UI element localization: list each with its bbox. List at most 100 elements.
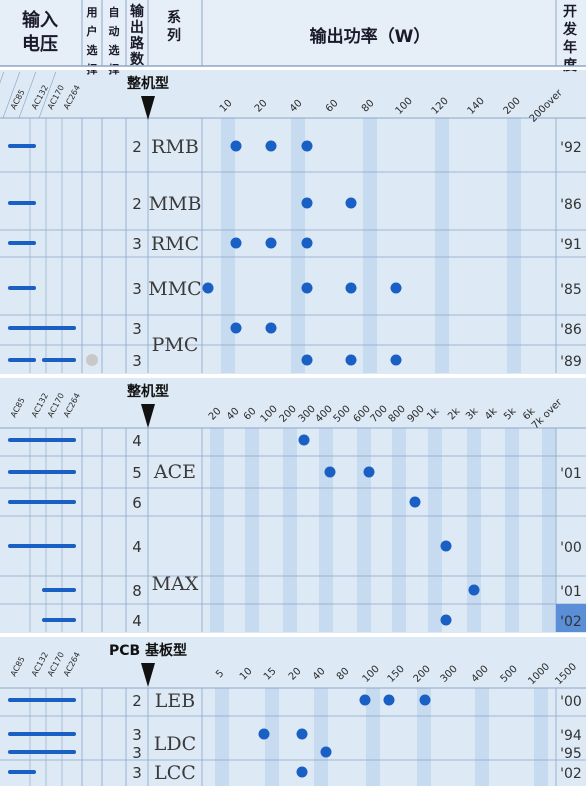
header-series-char: 列 — [167, 27, 181, 44]
header-outputs-char: 路 — [130, 35, 145, 52]
row-outputs: 3 — [132, 764, 142, 782]
series-label: LEB — [155, 690, 195, 712]
header-auto-select-char: 自 — [109, 5, 120, 19]
power-point — [301, 237, 313, 249]
year-highlight — [556, 604, 586, 632]
voltage-range-bar — [8, 438, 76, 442]
column-stripe — [366, 688, 380, 786]
table-row: 2 '92 — [8, 138, 582, 156]
series-label: LDC — [154, 733, 196, 755]
column-stripe — [542, 428, 556, 632]
row-year: '95 — [560, 746, 582, 762]
power-point — [265, 322, 277, 334]
table-row: 4 '02 — [42, 604, 586, 632]
section-title: 整机型 — [126, 75, 169, 92]
header-series-char: 系 — [167, 9, 181, 26]
power-point — [202, 282, 214, 294]
header-user-select-char: 用 — [87, 6, 98, 19]
column-stripe — [392, 428, 406, 632]
power-point — [296, 728, 308, 740]
power-point — [345, 197, 357, 209]
column-stripe — [534, 688, 548, 786]
voltage-range-bar — [8, 732, 76, 736]
section-title: 整机型 — [126, 383, 169, 400]
voltage-range-bar — [8, 500, 76, 504]
power-point — [440, 540, 452, 552]
power-point — [301, 197, 313, 209]
voltage-label-divider — [0, 72, 5, 118]
auto-select-marker — [86, 354, 98, 366]
power-point — [296, 766, 308, 778]
power-point — [265, 237, 277, 249]
row-year: '02 — [560, 766, 582, 782]
series-label: PMC — [152, 334, 199, 356]
voltage-label-divider — [38, 72, 57, 118]
table-row: 3 '94 — [8, 726, 582, 744]
voltage-range-bar — [8, 326, 76, 330]
column-stripe — [215, 688, 229, 786]
header-voltage-line2: 电压 — [22, 33, 58, 55]
column-stripe — [210, 428, 224, 632]
column-stripe — [467, 428, 481, 632]
power-point — [301, 354, 313, 366]
row-year: '94 — [560, 728, 582, 744]
row-outputs: 2 — [132, 138, 142, 156]
power-point — [298, 434, 310, 446]
column-stripe — [505, 428, 519, 632]
row-outputs: 6 — [132, 494, 142, 512]
voltage-range-bar — [8, 698, 76, 702]
row-year: '86 — [560, 197, 582, 213]
header-user-select-char: 户 — [87, 24, 98, 38]
row-outputs: 2 — [132, 692, 142, 710]
section-arrow-icon — [141, 404, 155, 428]
voltage-range-bar — [42, 588, 76, 592]
series-label: MAX — [152, 573, 199, 595]
voltage-range-bar — [8, 201, 36, 205]
table-row: 2 '00 — [8, 692, 582, 710]
column-stripe — [245, 428, 259, 632]
header-year-char: 年 — [563, 39, 577, 56]
power-point — [345, 282, 357, 294]
table-row: 3 '02 — [8, 764, 582, 782]
header-background — [0, 0, 586, 66]
header-outputs-char: 出 — [130, 19, 144, 36]
row-outputs: 4 — [132, 538, 142, 556]
voltage-range-bar — [8, 286, 36, 290]
voltage-range-bar — [8, 470, 76, 474]
power-point — [409, 496, 421, 508]
section-separator — [0, 633, 586, 637]
series-label: RMC — [151, 233, 199, 255]
header-auto-select-char: 选 — [109, 43, 120, 57]
power-point — [390, 282, 402, 294]
row-outputs: 3 — [132, 352, 142, 370]
table-row: 3 '95 — [8, 744, 582, 762]
voltage-range-bar — [8, 750, 76, 754]
row-outputs: 3 — [132, 744, 142, 762]
voltage-range-bar — [8, 241, 36, 245]
column-stripe — [428, 428, 442, 632]
series-label: RMB — [151, 136, 199, 158]
power-column-stripes — [210, 118, 556, 786]
power-point — [258, 728, 270, 740]
header-user-select-char: 选 — [87, 43, 98, 57]
row-year: '89 — [560, 354, 582, 370]
power-point — [320, 746, 332, 758]
section-arrow-icon — [141, 663, 155, 687]
series-label: MMB — [149, 193, 202, 215]
header-voltage-line1: 输入 — [22, 9, 58, 31]
column-stripe — [357, 428, 371, 632]
section-separator — [0, 66, 586, 70]
power-point — [324, 466, 336, 478]
table-row: 3 '89 — [8, 352, 582, 370]
header-outputs-char: 数 — [130, 51, 145, 68]
row-year: '00 — [560, 540, 582, 556]
table-row: 8 '01 — [42, 582, 582, 600]
series-label: LCC — [154, 762, 196, 784]
table-row: 3 '86 — [8, 320, 582, 338]
power-point — [345, 354, 357, 366]
row-outputs: 3 — [132, 235, 142, 253]
power-point — [440, 614, 452, 626]
column-stripe — [221, 118, 235, 373]
